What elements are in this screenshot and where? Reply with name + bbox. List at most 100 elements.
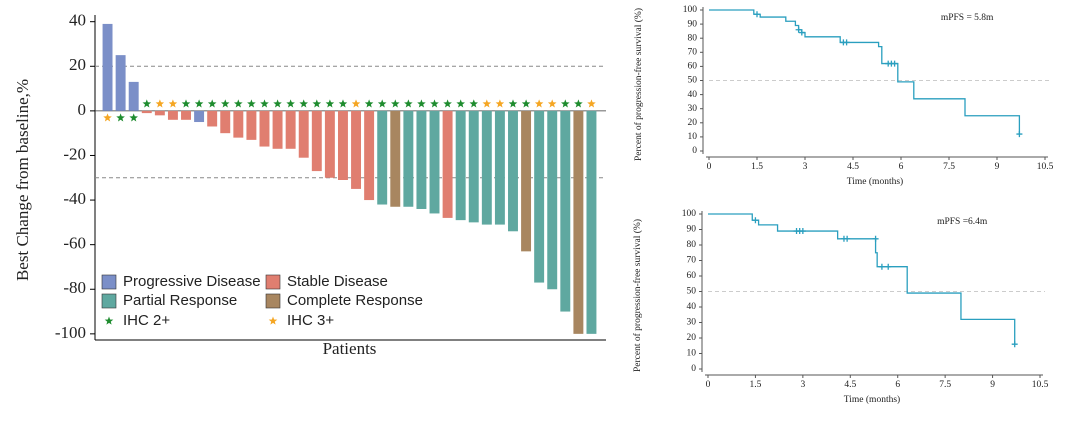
censor-mark: [843, 39, 850, 46]
bar: [377, 110, 388, 205]
bar: [233, 110, 244, 138]
ihc-star: [273, 99, 282, 108]
bar: [115, 55, 126, 111]
censor-mark: [799, 228, 806, 235]
ihc-star: [430, 99, 439, 108]
ihc-star: [456, 99, 465, 108]
y-tick-label: 10: [687, 349, 697, 359]
ihc-star: [351, 99, 361, 108]
ihc-star: [377, 99, 387, 108]
ihc-star: [443, 99, 452, 108]
bar: [586, 110, 597, 334]
censor-mark: [1016, 131, 1023, 138]
bar: [181, 110, 191, 120]
x-tick-label: 6: [895, 380, 900, 390]
y-tick-label: -40: [63, 189, 86, 208]
y-tick-label: 60: [688, 62, 698, 72]
censor-mark: [878, 263, 885, 270]
x-tick-label: 7.5: [939, 380, 951, 390]
bar: [351, 110, 362, 189]
ihc-star: [404, 99, 413, 108]
legend-label: Stable Disease: [287, 273, 388, 290]
legend-label: Complete Response: [287, 292, 423, 309]
bar: [442, 110, 453, 218]
ihc-star: [508, 99, 518, 108]
ihc-star: [207, 99, 217, 108]
ihc-star: [181, 99, 191, 108]
ihc-star: [194, 99, 204, 108]
bar: [521, 110, 532, 252]
bar: [285, 110, 296, 149]
bar: [167, 110, 178, 120]
ihc-star: [391, 99, 400, 108]
ihc-star: [561, 99, 570, 108]
bar: [494, 110, 505, 225]
ihc-star: [247, 99, 256, 108]
ihc-star: [286, 99, 295, 108]
x-tick-label: 4.5: [847, 162, 859, 172]
y-tick-label: -20: [63, 144, 86, 163]
bar: [481, 110, 492, 225]
censor-mark: [1011, 341, 1018, 348]
y-tick-label: 10: [688, 132, 698, 142]
y-tick-label: 50: [688, 76, 698, 86]
y-tick-label: 0: [692, 146, 697, 156]
y-tick-label: -100: [55, 323, 86, 342]
bar: [324, 110, 335, 178]
bar: [390, 110, 401, 207]
legend-swatch: [265, 274, 281, 290]
legend-label: Partial Response: [123, 292, 237, 309]
x-tick-label: 1.5: [751, 162, 763, 172]
ihc-star: [168, 99, 178, 108]
x-tick-label: 10.5: [1037, 162, 1054, 172]
y-tick-label: 0: [78, 100, 87, 119]
legend-label: Progressive Disease: [123, 273, 261, 290]
survival-curve: [708, 213, 1016, 345]
legend-label: IHC 3+: [287, 312, 334, 329]
bar: [403, 110, 414, 207]
y-tick-label: 40: [688, 90, 698, 100]
censor-mark: [798, 29, 805, 36]
bar: [220, 110, 231, 134]
x-tick-label: 3: [803, 162, 808, 172]
x-tick-label: 9: [995, 162, 1000, 172]
y-tick-label: 0: [691, 364, 696, 374]
bar: [455, 110, 466, 221]
survival-curve: [709, 9, 1021, 135]
legend-label: IHC 2+: [123, 312, 170, 329]
legend-swatch: [265, 293, 281, 309]
censor-mark: [872, 235, 879, 242]
x-tick-label: 9: [990, 380, 995, 390]
y-tick-label: 100: [682, 209, 697, 219]
censor-mark: [752, 217, 759, 224]
bar: [416, 110, 427, 209]
ihc-star: [417, 99, 426, 108]
ihc-star: [129, 113, 138, 122]
y-tick-label: 70: [688, 47, 698, 57]
y-tick-label: 80: [687, 240, 697, 250]
x-tick-label: 0: [706, 380, 711, 390]
bar: [547, 110, 558, 290]
x-tick-label: 10.5: [1032, 380, 1049, 390]
y-axis-label: Percent of progression-free survival (%): [632, 219, 643, 372]
x-axis-label: Time (months): [844, 394, 900, 405]
x-tick-label: 7.5: [943, 162, 955, 172]
censor-mark: [885, 263, 892, 270]
y-tick-label: 70: [687, 256, 697, 266]
censor-mark: [844, 235, 851, 242]
x-tick-label: 0: [707, 162, 712, 172]
ihc-star: [142, 99, 152, 108]
ihc-star: [495, 99, 505, 108]
bar: [259, 110, 270, 147]
bar: [337, 110, 348, 180]
ihc-star: [521, 99, 531, 108]
bar: [154, 110, 165, 116]
ihc-star: [103, 113, 112, 122]
y-tick-label: 20: [687, 333, 697, 343]
y-tick-label: 50: [687, 287, 697, 297]
bar: [298, 110, 309, 158]
ihc-star: [221, 99, 230, 108]
censor-mark: [754, 11, 760, 18]
ihc-star: [574, 99, 583, 108]
